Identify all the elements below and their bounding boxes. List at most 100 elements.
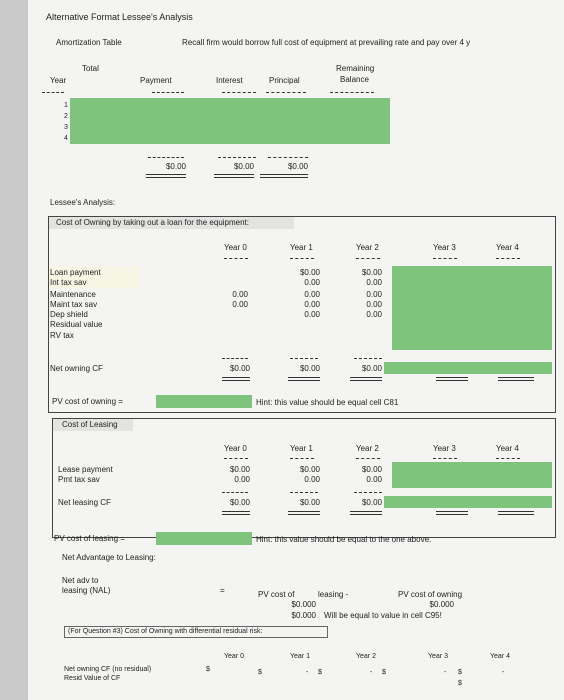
year-4: 4 (64, 135, 68, 142)
pv-leasing-input[interactable] (156, 532, 252, 545)
amortization-label: Amortization Table (56, 38, 122, 47)
year-underline (42, 92, 64, 93)
pv-owning-input[interactable] (156, 395, 252, 408)
header-principal: Principal (269, 76, 300, 85)
lease-net-y0-double (222, 511, 250, 515)
nal-value-3: $0.000 (291, 611, 316, 620)
lease-y1-payment: $0.00 (299, 465, 320, 474)
amortization-input-cells[interactable] (70, 98, 390, 144)
q-year1-header: Year 1 (290, 653, 310, 660)
amortization-note: Recall firm would borrow full cost of eq… (182, 38, 471, 47)
header-year: Year (50, 76, 67, 85)
net-leasing-y0: $0.00 (229, 498, 250, 507)
q-y1-dollar: $ (258, 669, 262, 676)
total-interest-double (214, 174, 254, 178)
pv-owning-label: PV cost of owning = (52, 397, 123, 406)
total-interest-line (218, 157, 256, 158)
q-row-net-owning: Net owning CF (no residual) (64, 666, 152, 673)
net-leasing-y1: $0.00 (299, 498, 320, 507)
own-net-y4-double (498, 377, 534, 381)
own-y2-loan: $0.00 (361, 268, 382, 277)
own-year4-header: Year 4 (496, 243, 519, 252)
leasing-hint: Hint: this value should be equal to the … (256, 535, 432, 544)
owning-box (48, 216, 556, 413)
net-leasing-y2: $0.00 (361, 498, 382, 507)
leasing-box (52, 418, 556, 538)
payment-underline (152, 92, 184, 93)
lease-y2-hline (356, 458, 380, 459)
own-net-y2-line (354, 358, 382, 359)
own-y1-dep: 0.00 (304, 310, 320, 319)
own-y1-int: 0.00 (304, 278, 320, 287)
q-y4-dash: - (502, 669, 505, 676)
own-year2-header: Year 2 (356, 243, 379, 252)
nal-will-be: Will be equal to value in cell C95! (324, 611, 442, 620)
own-y3-input-cells[interactable] (392, 266, 472, 350)
nal-label-1: Net adv to (62, 576, 99, 585)
own-y3-hline (433, 258, 457, 259)
lease-net-y3-double (436, 511, 468, 515)
total-payment: $0.00 (165, 162, 186, 171)
lease-net-y2-double (350, 511, 382, 515)
header-balance: Balance (340, 75, 369, 84)
q-year3-header: Year 3 (428, 653, 448, 660)
owning-hint: Hint: this value should be equal cell C8… (256, 398, 399, 407)
own-net-y1-line (290, 358, 318, 359)
lease-y3-hline (433, 458, 457, 459)
lease-y4-input-cells[interactable] (472, 462, 552, 488)
balance-underline (330, 92, 374, 93)
own-net-y1-double (288, 377, 320, 381)
row-lease-payment: Lease payment (58, 465, 113, 474)
lease-y3-input-cells[interactable] (392, 462, 472, 488)
lease-y4-hline (496, 458, 520, 459)
nal-equals: = (220, 586, 225, 595)
year-2: 2 (64, 113, 68, 120)
net-owning-y3-y4-cells[interactable] (384, 362, 552, 374)
own-net-y2-double (350, 377, 382, 381)
lease-year0-header: Year 0 (224, 444, 247, 453)
lease-year3-header: Year 3 (433, 444, 456, 453)
spreadsheet: Alternative Format Lessee's Analysis Amo… (28, 0, 564, 700)
question-title-box (64, 626, 328, 638)
q-y4-dollar-2: $ (458, 680, 462, 687)
total-payment-double (146, 174, 186, 178)
q-y2-dollar: $ (318, 669, 322, 676)
net-owning-y2: $0.00 (361, 364, 382, 373)
q-y1-dash: - (306, 669, 309, 676)
nal-pv-cost-owning: PV cost of owning (398, 590, 463, 599)
lease-net-y2-line (354, 492, 382, 493)
owning-title: Cost of Owning by taking out a loan for … (56, 218, 250, 227)
total-interest: $0.00 (233, 162, 254, 171)
lease-net-y4-double (498, 511, 534, 515)
own-y2-hline (356, 258, 380, 259)
nal-value-2: $0.000 (429, 600, 454, 609)
leasing-title: Cost of Leasing (62, 420, 118, 429)
own-y2-maint: 0.00 (366, 290, 382, 299)
lease-year1-header: Year 1 (290, 444, 313, 453)
header-remaining: Remaining (336, 64, 375, 73)
header-payment: Payment (140, 76, 172, 85)
question-title: (For Question #3) Cost of Owning with di… (68, 628, 263, 635)
net-leasing-label: Net leasing CF (58, 498, 111, 507)
q-year4-header: Year 4 (490, 653, 510, 660)
q-y4-dollar-1: $ (458, 669, 462, 676)
principal-underline (266, 92, 306, 93)
lease-y1-tax: 0.00 (304, 475, 320, 484)
sheet-title: Alternative Format Lessee's Analysis (46, 12, 193, 22)
own-y0-hline (224, 258, 248, 259)
lease-year4-header: Year 4 (496, 444, 519, 453)
own-y0-maint-tax: 0.00 (232, 300, 248, 309)
lease-y1-hline (290, 458, 314, 459)
nal-pv-cost-of: PV cost of (258, 590, 295, 599)
own-y1-hline (290, 258, 314, 259)
own-net-y3-double (436, 377, 468, 381)
own-y4-input-cells[interactable] (472, 266, 552, 350)
row-int-tax-sav: Int tax sav (50, 278, 87, 287)
row-loan-payment: Loan payment (50, 268, 101, 277)
leasing-title-bar (53, 419, 133, 431)
q-year2-header: Year 2 (356, 653, 376, 660)
header-total: Total (82, 64, 99, 73)
q-year0-header: Year 0 (224, 653, 244, 660)
net-leasing-y3-y4-cells[interactable] (384, 496, 552, 508)
own-y1-maint-tax: 0.00 (304, 300, 320, 309)
